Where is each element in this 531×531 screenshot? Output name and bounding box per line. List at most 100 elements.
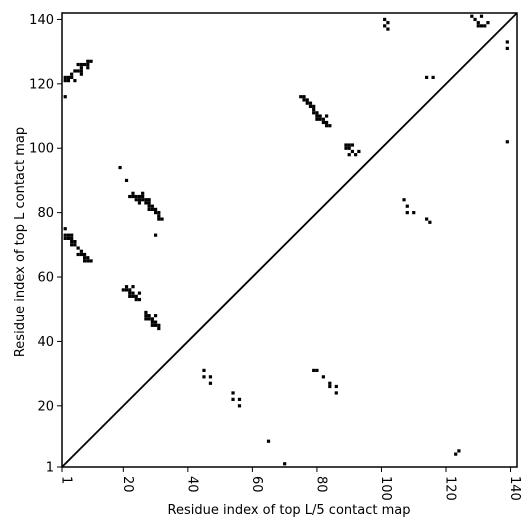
contact-cell-upper — [147, 207, 151, 212]
contact-cell-upper — [312, 104, 316, 108]
contact-cells — [63, 14, 509, 466]
x-tick-label: 120 — [443, 476, 458, 501]
contact-cell-upper — [131, 194, 135, 199]
contact-cell-upper — [431, 75, 435, 79]
contact-cell-upper — [347, 146, 351, 150]
contact-cell-upper — [86, 59, 90, 63]
x-axis: 1 20 40 60 80 100 120 140 — [59, 467, 522, 501]
x-tick-label: 1 — [59, 476, 74, 484]
contact-cell-upper — [473, 17, 477, 22]
contact-cell-upper — [153, 323, 158, 327]
contact-cell-upper — [141, 194, 145, 199]
contact-cell-upper — [70, 233, 74, 237]
contact-cell-upper — [141, 191, 145, 195]
contact-cell-upper — [305, 101, 309, 105]
contact-cell-upper — [79, 69, 83, 73]
contact-cell-upper — [321, 120, 325, 125]
contact-cell-upper — [70, 75, 74, 79]
contact-cell-upper — [73, 69, 77, 73]
contact-cell-upper — [357, 149, 361, 154]
y-tick-label: 40 — [37, 335, 54, 350]
contact-cell-upper — [425, 75, 429, 79]
contact-cell-lower — [237, 404, 242, 408]
contact-cell-upper — [131, 285, 135, 289]
y-tick-label: 100 — [29, 142, 54, 157]
contact-cell-upper — [405, 211, 409, 215]
x-tick-label: 20 — [120, 476, 135, 493]
contact-cell-upper — [505, 140, 509, 144]
contact-cell-upper — [89, 59, 93, 63]
contact-cell-upper — [147, 201, 151, 205]
x-axis-label: Residue index of top L/5 contact map — [168, 503, 411, 518]
contact-cell-upper — [144, 310, 148, 315]
x-tick-label: 100 — [378, 476, 393, 501]
contact-cell-upper — [315, 117, 319, 121]
contact-cell-upper — [63, 233, 67, 237]
y-axis-label: Residue index of top L contact map — [13, 127, 28, 357]
contact-cell-upper — [137, 297, 142, 302]
y-tick-label: 140 — [29, 13, 54, 28]
plot-frame — [61, 12, 518, 468]
contact-cell-upper — [66, 79, 71, 83]
contact-cell-lower — [266, 439, 271, 443]
contact-cell-upper — [157, 211, 161, 215]
contact-cell-upper — [63, 75, 67, 79]
contact-cell-upper — [76, 62, 80, 67]
contact-cell-upper — [73, 79, 77, 83]
contact-cell-upper — [402, 198, 406, 202]
contact-cell-upper — [79, 72, 83, 76]
contact-cell-upper — [86, 66, 90, 70]
contact-cell-upper — [476, 21, 480, 25]
contact-cell-upper — [315, 114, 319, 118]
contact-cell-upper — [76, 246, 80, 250]
contact-cell-upper — [134, 198, 138, 202]
contact-cell-upper — [315, 111, 319, 115]
x-tick-label: 80 — [313, 476, 328, 493]
contact-cell-upper — [128, 288, 132, 292]
contact-cell-upper — [150, 207, 154, 212]
diagonal-line — [61, 12, 518, 468]
contact-cell-upper — [70, 72, 74, 76]
contact-cell-upper — [153, 320, 158, 324]
contact-cell-upper — [153, 314, 158, 318]
contact-cell-upper — [308, 104, 313, 108]
contact-cell-upper — [147, 317, 151, 321]
contact-cell-upper — [347, 143, 351, 147]
contact-cell-upper — [82, 62, 87, 67]
contact-cell-upper — [505, 40, 509, 44]
contact-cell-upper — [86, 259, 90, 263]
contact-cell-upper — [76, 69, 80, 73]
contact-cell-lower — [231, 397, 235, 401]
contact-cell-upper — [483, 24, 487, 28]
contact-cell-upper — [344, 143, 348, 147]
contact-cell-upper — [305, 98, 309, 102]
contact-cell-upper — [347, 153, 351, 157]
x-tick-label: 140 — [507, 476, 522, 501]
contact-cell-upper — [131, 294, 135, 298]
contact-cell-lower — [231, 391, 235, 395]
contact-cell-upper — [66, 75, 71, 79]
contact-cell-upper — [318, 117, 322, 121]
contact-cell-upper — [479, 14, 484, 18]
contact-cell-lower — [283, 462, 287, 466]
contact-cell-upper — [157, 214, 161, 218]
contact-cell-upper — [299, 95, 303, 99]
contact-cell-upper — [150, 323, 154, 327]
contact-cell-upper — [128, 294, 132, 298]
contact-cell-upper — [134, 194, 138, 199]
contact-cell-upper — [157, 326, 161, 331]
contact-cell-upper — [82, 252, 87, 257]
contact-cell-lower — [334, 384, 338, 389]
contact-cell-upper — [128, 291, 132, 295]
contact-cell-upper — [302, 98, 306, 102]
contact-cell-upper — [144, 201, 148, 205]
contact-cell-upper — [137, 201, 142, 205]
contact-cell-upper — [318, 114, 322, 118]
contact-cell-upper — [153, 211, 158, 215]
contact-cell-lower — [237, 397, 242, 401]
contact-cell-upper — [79, 66, 83, 70]
contact-cell-upper — [70, 240, 74, 244]
contact-cell-upper — [470, 14, 474, 18]
